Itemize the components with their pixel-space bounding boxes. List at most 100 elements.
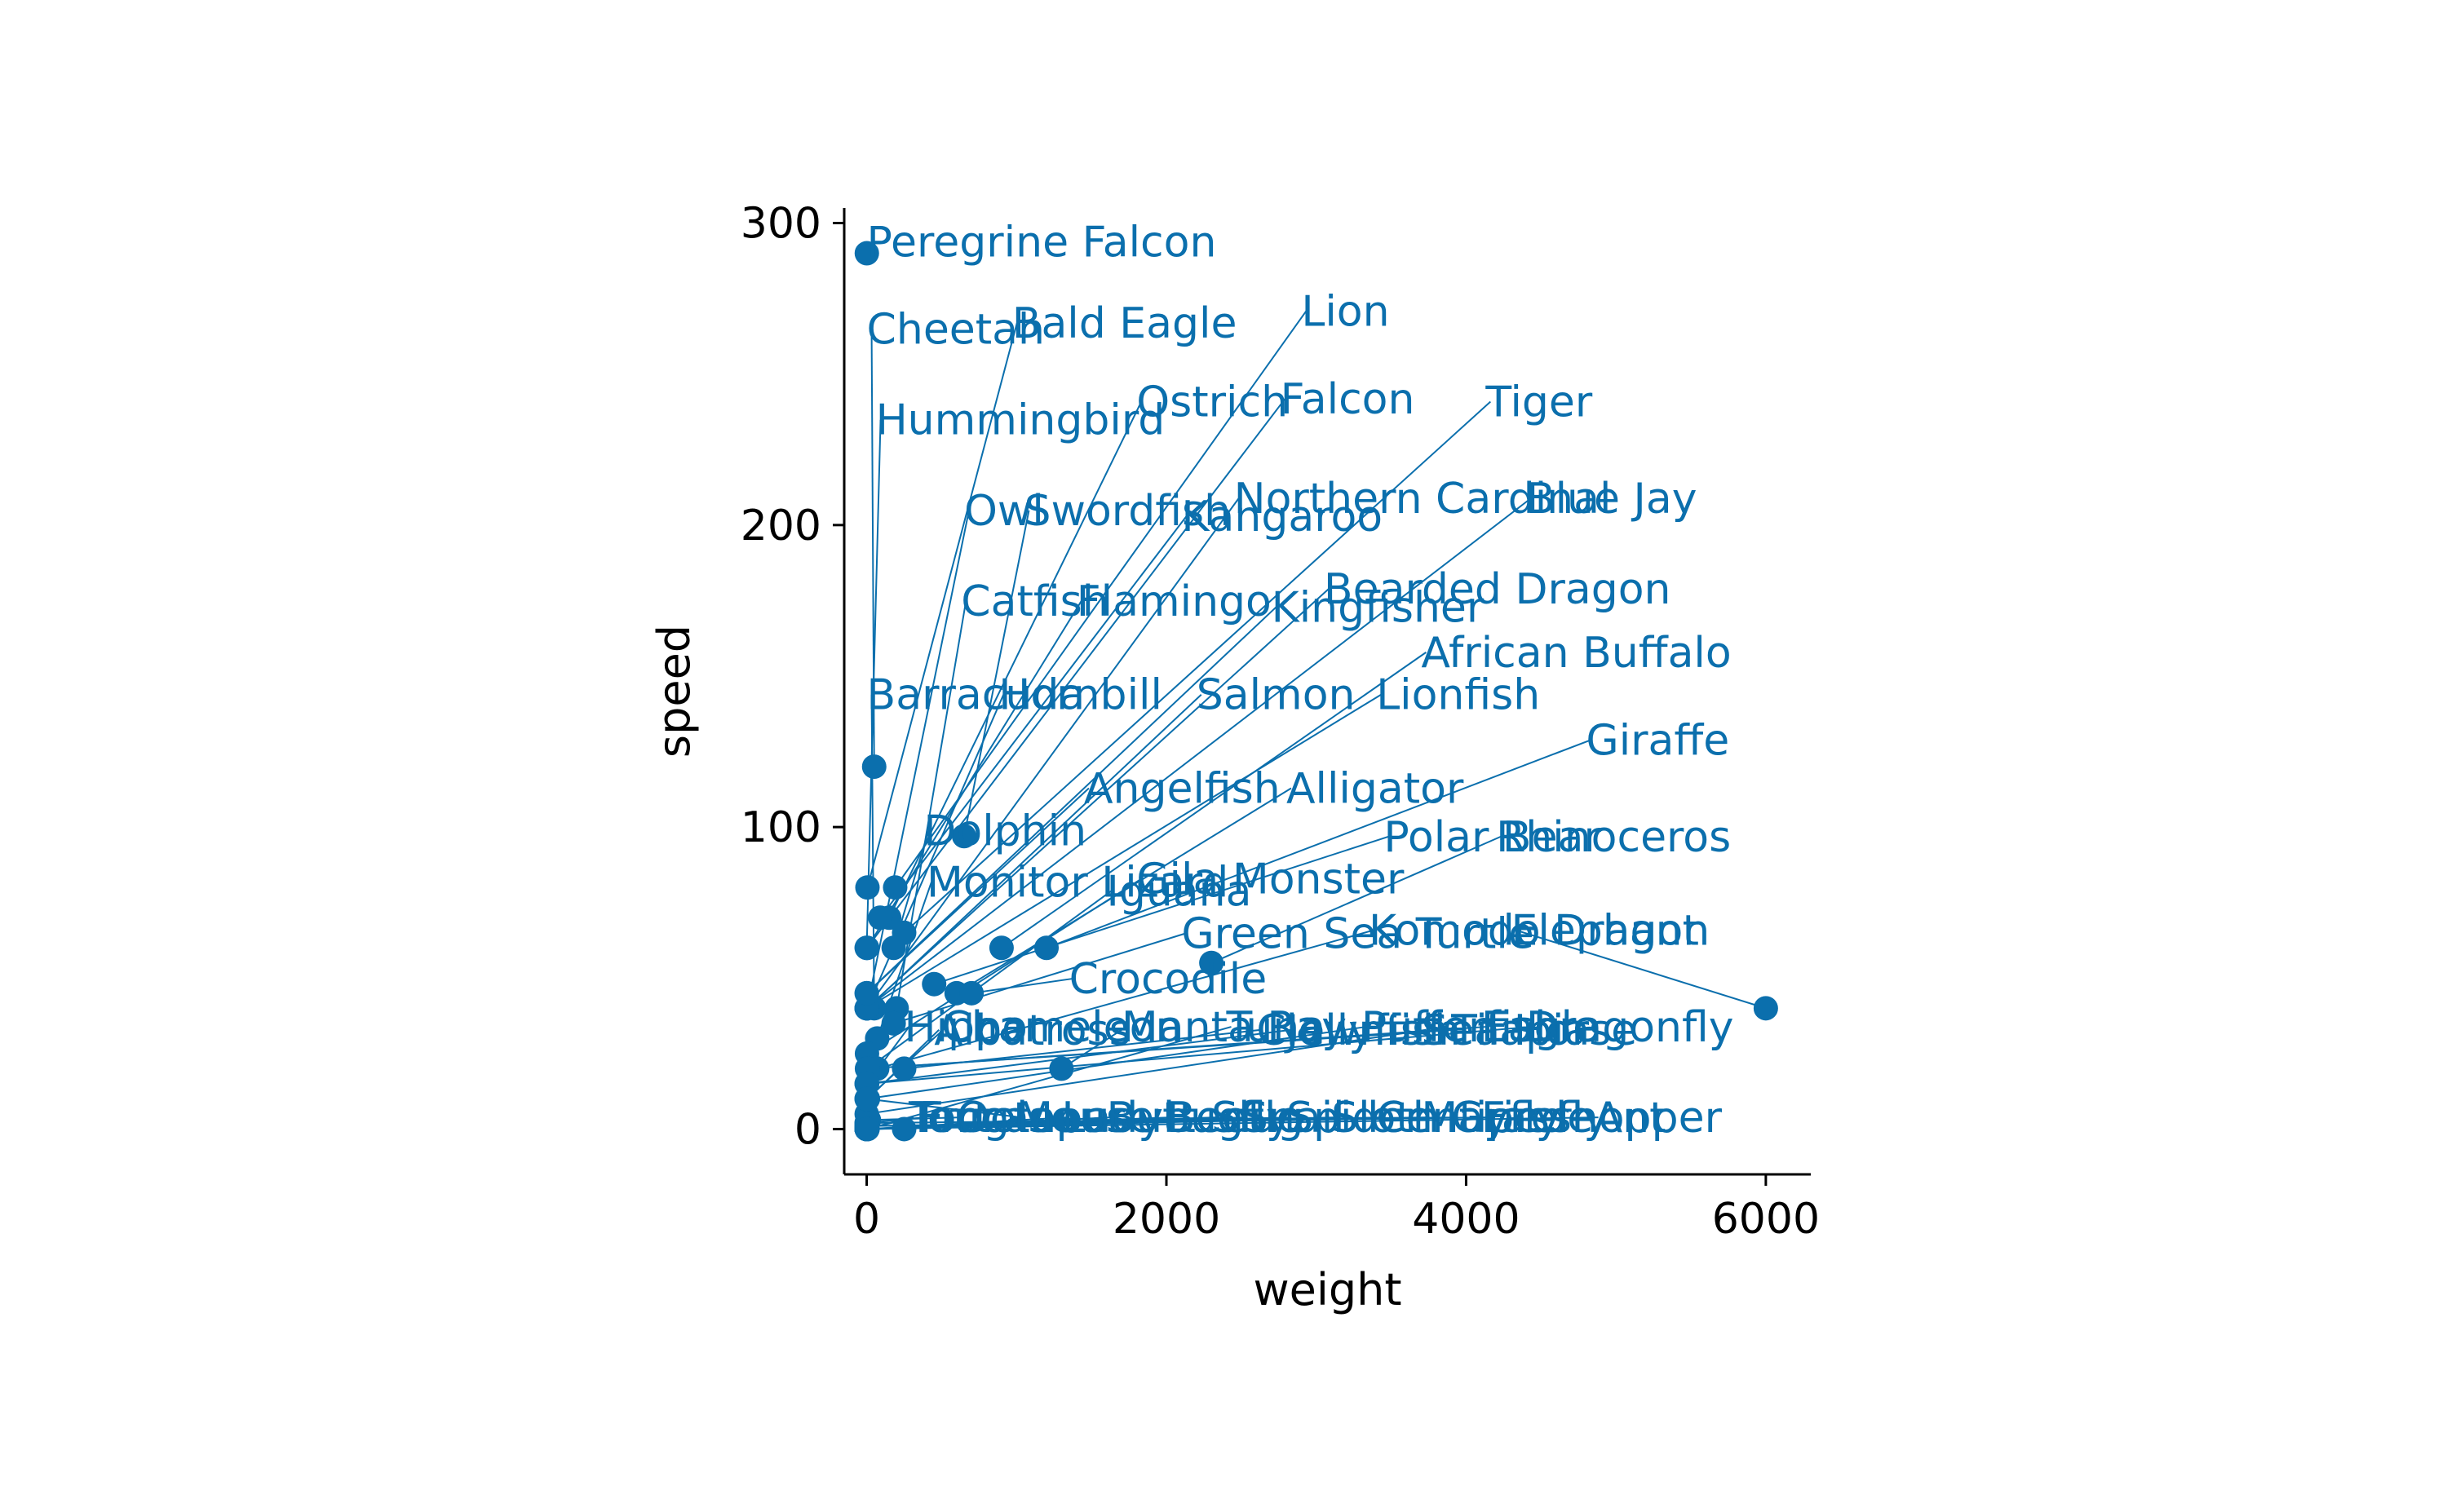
point-label: Chameleon [941,1003,1182,1052]
data-point [881,935,906,961]
point-label: Slug [1211,1094,1303,1143]
point-label: Bald Eagle [1012,299,1237,348]
label-connector [866,693,1202,1010]
y-tick-label: 0 [794,1105,821,1154]
data-point [951,824,976,849]
point-label: Owl [964,487,1044,536]
data-point [892,1056,917,1081]
point-label: Hippo [904,1003,1027,1052]
y-tick-label: 200 [741,502,821,550]
point-label: Iguana [1107,867,1252,916]
label-connector [866,693,1382,1010]
label-connector [865,398,1286,948]
label-connector [866,322,1018,888]
data-point [989,935,1014,961]
label-connector [865,497,1240,1009]
point-label: Grasshopper [1451,1094,1723,1143]
point-label: Toucan [908,1094,1056,1143]
point-label: Octopus [957,1094,1132,1143]
label-connectors [865,310,1767,1130]
data-point [855,935,880,961]
point-label: Polar Bear [1383,813,1601,862]
point-label: Green Sea Turtle [1181,909,1533,958]
data-point [868,905,893,931]
point-label: Eagle [1481,1003,1599,1052]
label-connector [1001,652,1427,949]
point-label: Elephant [1511,907,1699,956]
data-point [854,980,879,1006]
x-tick-label: 4000 [1412,1195,1520,1244]
data-point [892,1116,917,1142]
point-label: Falcon [1281,375,1415,424]
data-point [855,875,880,900]
label-connector [933,835,1389,985]
label-connector [866,1116,1599,1130]
point-label: Tuna [1225,1003,1325,1052]
y-tick-label: 100 [741,803,821,852]
point-label: Mouse [1016,1094,1154,1143]
label-connector [867,1026,1486,1070]
point-label: Kingfisher [1272,583,1485,632]
label-connector [866,1026,1532,1085]
x-tick-label: 2000 [1113,1195,1220,1244]
x-tick-label: 0 [853,1195,880,1244]
label-connector [866,1098,1022,1119]
data-point [881,1010,906,1036]
point-label: Jellyfish [1284,1006,1449,1055]
point-label: Ant [1594,1094,1666,1143]
point-label: Lionfish [1376,671,1540,720]
point-label: Dolphin [923,807,1086,855]
x-tick-label: 6000 [1712,1195,1820,1244]
label-connector [1516,929,1767,1010]
point-label: Frog [919,1094,1010,1143]
label-connector [869,1116,962,1121]
label-connector [888,401,1143,918]
point-label: Lion [1301,287,1389,336]
axes: 0 2000 4000 6000 0 100 200 300 weight speed [648,200,1820,1315]
point-label: Butterfly [1107,1094,1291,1143]
point-label: Komodo Dragon [1369,907,1710,956]
point-label: Peregrine Falcon [867,218,1217,267]
x-axis-title: weight [1253,1264,1401,1315]
point-label: Spider [1286,1094,1423,1143]
point-label: Dragonfly [1526,1003,1734,1052]
label-connector [865,606,1277,994]
point-label: Pufferfish [1361,1003,1561,1052]
label-connector [1210,835,1502,964]
point-label: African Buffalo [1421,629,1731,678]
point-label: Giraffe [1586,716,1729,765]
point-label: Blue Jay [1526,475,1697,524]
data-points [854,241,1778,1142]
point-label: Clownfish [1256,1006,1461,1055]
label-connector [971,977,1074,994]
data-point [861,754,887,780]
label-connector [866,878,1142,1054]
label-connector [866,890,1113,1070]
point-label: Flamingo [1077,577,1272,626]
data-point [883,875,908,900]
y-tick-label: 300 [741,200,821,249]
point-label: Tiger [1485,378,1593,427]
point-label: Salmon [1197,671,1356,720]
point-label: Swordfish [1024,487,1231,536]
point-label: Snail [1241,1094,1345,1143]
data-point [922,971,947,997]
data-point [854,241,879,266]
data-point [1199,950,1224,975]
point-label: Manta Ray [1122,1003,1347,1052]
label-connector [962,510,1030,837]
data-point [1034,935,1060,961]
label-connector [865,588,1330,1010]
label-connector [879,515,1188,918]
point-label: Bearded Dragon [1324,565,1671,614]
point-label: Kangaroo [1181,493,1383,542]
point-label: Sea Horse [1421,1006,1637,1055]
label-connector [893,932,1187,1024]
point-label: Tortoise [911,1094,1077,1143]
data-point [959,980,985,1006]
y-ticks: 0 100 200 300 [741,200,844,1154]
point-label: Cheetah [867,306,1045,355]
